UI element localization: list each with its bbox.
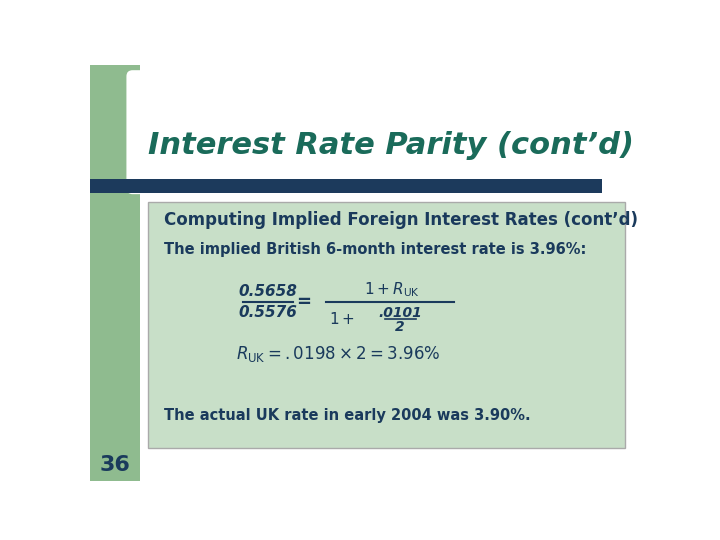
FancyBboxPatch shape [148,202,625,448]
Text: The actual UK rate in early 2004 was 3.90%.: The actual UK rate in early 2004 was 3.9… [163,408,530,423]
Bar [90,65,140,481]
Text: 36: 36 [99,455,130,475]
Text: =: = [296,293,310,311]
Text: 0.5658: 0.5658 [239,285,297,300]
Text: $1+$: $1+$ [329,311,355,327]
Text: 2: 2 [395,320,405,334]
Text: 0.5576: 0.5576 [239,305,297,320]
Text: $1+R_{\mathrm{UK}}$: $1+R_{\mathrm{UK}}$ [364,280,420,299]
FancyBboxPatch shape [127,70,642,194]
Text: Computing Implied Foreign Interest Rates (cont’d): Computing Implied Foreign Interest Rates… [163,211,638,230]
Text: The implied British 6-month interest rate is 3.96%:: The implied British 6-month interest rat… [163,242,586,257]
Text: .0101: .0101 [378,306,422,320]
Bar [90,179,601,193]
Text: $R_{\mathrm{UK}}=.0198\times2=3.96\%$: $R_{\mathrm{UK}}=.0198\times2=3.96\%$ [235,343,440,363]
Text: Interest Rate Parity (cont’d): Interest Rate Parity (cont’d) [148,131,634,160]
